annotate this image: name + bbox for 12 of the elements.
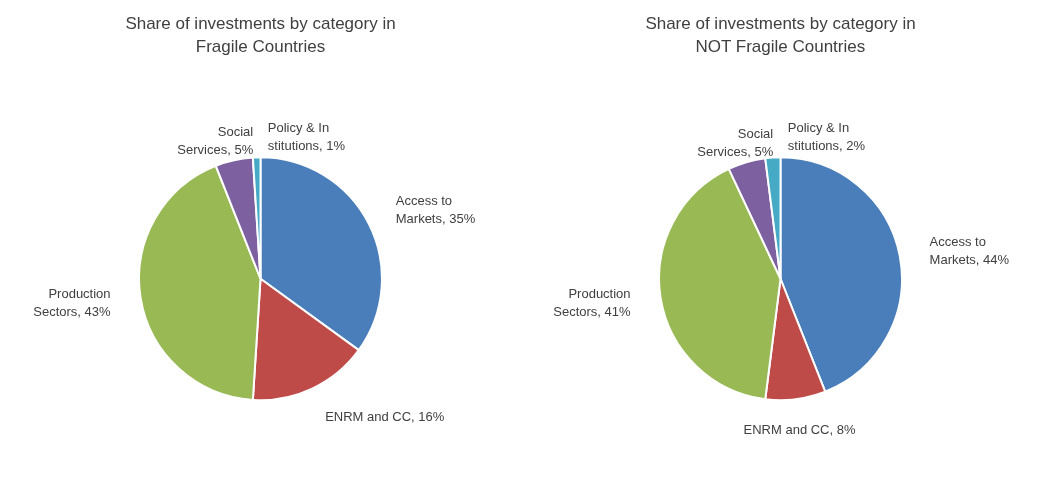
slice-label: Access to Markets, 35% [395, 193, 476, 227]
slice-label: Access to Markets, 44% [929, 233, 1010, 267]
slice-label: Policy & Institutions, 1% [267, 120, 346, 154]
chart-title: Share of investments by category in NOT Fragile Countries [645, 14, 916, 56]
slice-label: Social Services, 5% [697, 125, 774, 159]
slice-label: Social Services, 5% [177, 123, 254, 157]
chart-title: Share of investments by category in Fragile Countries [125, 14, 396, 56]
slice-label: ENRM and CC, 8% [743, 421, 856, 437]
slice-label: Production Sectors, 43% [33, 286, 112, 319]
slice-label: Production Sectors, 41% [553, 286, 632, 319]
slice-label: Policy & Institutions, 2% [787, 120, 866, 154]
slice-label: ENRM and CC, 16% [325, 408, 445, 424]
